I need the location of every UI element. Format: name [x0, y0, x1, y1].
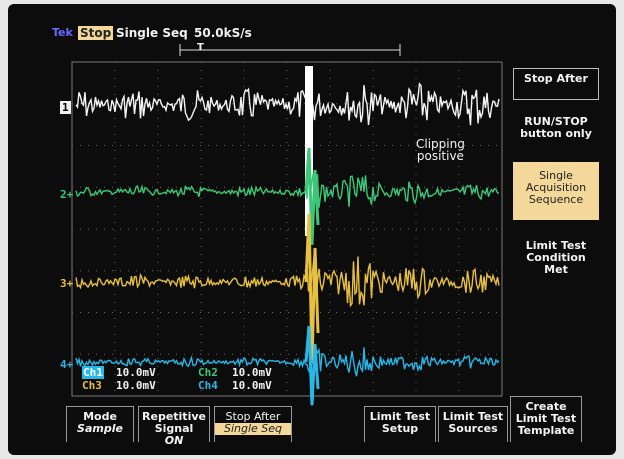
acq-mode: Single Seq [116, 26, 188, 40]
waveform [76, 171, 499, 207]
waveform [76, 253, 499, 306]
ch2-scale: 10.0mV [232, 366, 272, 379]
side-menu-item[interactable]: Single Acquisition Sequence [513, 162, 599, 220]
ch3-label: Ch3 [82, 379, 102, 392]
run-state: Stop [78, 26, 113, 40]
menu-label: Repetitive Signal [142, 410, 206, 435]
ch4-marker: 4+ [60, 358, 73, 371]
side-menu-title: Stop After [513, 68, 599, 100]
bottom-menu-item[interactable]: Limit Test Sources [438, 406, 508, 442]
sample-rate: 50.0kS/s [194, 26, 252, 40]
ch1-marker: 1 [60, 101, 71, 114]
ch2-marker: 2+ [60, 188, 73, 201]
bottom-menu-item[interactable]: Create Limit Test Template [510, 396, 582, 442]
side-menu-item[interactable]: RUN/STOP button only [513, 116, 599, 140]
ch2-label: Ch2 [198, 366, 218, 379]
ch1-scale: 10.0mV [116, 366, 156, 379]
menu-value: Single Seq [215, 423, 291, 435]
trigger-marker: T [197, 42, 204, 53]
scope-screen: Tek Stop Single Seq 50.0kS/s T 1 2+ 3+ 4… [8, 4, 616, 455]
ch1-label: Ch1 [82, 366, 104, 379]
ch3-marker: 3+ [60, 277, 73, 290]
ch4-label: Ch4 [198, 379, 218, 392]
brand: Tek [52, 26, 73, 39]
menu-value: ON [139, 435, 209, 447]
annotation: Clipping positive [416, 138, 465, 162]
side-menu-item[interactable]: Limit Test Condition Met [513, 240, 599, 276]
ch4-scale: 10.0mV [232, 379, 272, 392]
ch3-scale: 10.0mV [116, 379, 156, 392]
menu-value: Sample [67, 423, 133, 435]
bottom-menu-item[interactable]: Limit Test Setup [364, 406, 436, 442]
annotation-line: positive [416, 150, 465, 162]
